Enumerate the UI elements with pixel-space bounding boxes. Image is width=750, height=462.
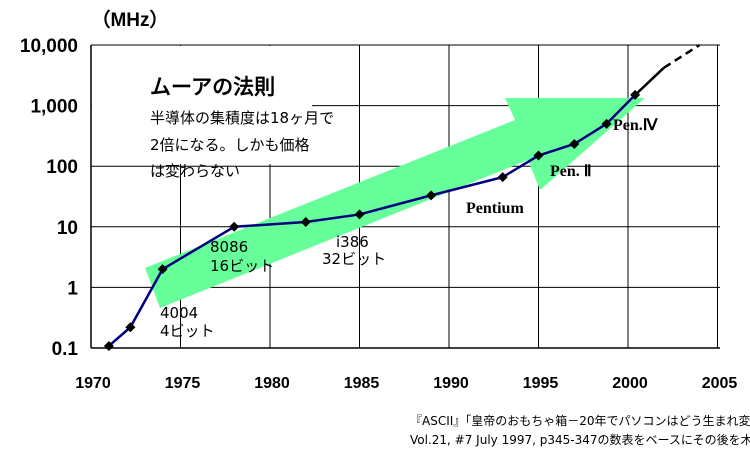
y-axis-unit: （MHz）: [91, 8, 168, 31]
data-point: [497, 172, 508, 183]
y-tick-label: 0.1: [52, 339, 79, 360]
source-line-1: 『ASCII』「皇帝のおもちゃ箱－20年でパソコンはどう生まれ変わったか？」: [410, 413, 750, 428]
trend-arrow: [145, 98, 645, 308]
annotation-8086-bits: 16ビット: [210, 257, 274, 275]
chart-title: ムーアの法則: [150, 75, 275, 99]
x-tick-label: 1980: [254, 375, 290, 392]
y-tick-label: 1: [67, 278, 78, 299]
annotation-pentium-ii: Pen. Ⅱ: [550, 163, 592, 180]
y-tick-label: 1,000: [30, 97, 78, 118]
data-point: [630, 89, 641, 100]
x-tick-label: 2000: [612, 375, 648, 392]
x-tick-label: 1990: [433, 375, 469, 392]
description-line-1: 半導体の集積度は18ヶ月で: [150, 109, 334, 127]
y-tick-label: 100: [46, 157, 78, 178]
annotation-pentium-iv: Pen.Ⅳ: [613, 117, 659, 134]
annotation-pentium: Pentium: [466, 200, 524, 217]
projection-solid: [634, 66, 665, 96]
annotation-i386: i386: [336, 233, 369, 251]
x-tick-label: 2005: [702, 375, 738, 392]
data-point: [569, 138, 580, 149]
y-tick-label: 10: [57, 218, 78, 239]
x-tick-label: 1975: [165, 375, 201, 392]
description-line-3: は変わらない: [150, 162, 240, 180]
y-tick-label: 10,000: [20, 36, 78, 57]
text-box-bg: [92, 46, 312, 164]
x-tick-label: 1970: [75, 375, 111, 392]
projection-dashed: [663, 43, 701, 69]
data-point: [533, 150, 544, 161]
annotation-4004-bits: 4ビット: [160, 322, 215, 340]
x-tick-label: 1985: [344, 375, 380, 392]
data-point: [354, 209, 365, 220]
source-line-2: Vol.21, #7 July 1997, p345-347の数表をベースにその…: [410, 432, 750, 447]
series-line: [108, 94, 637, 347]
data-point: [125, 322, 136, 333]
annotation-i386-bits: 32ビット: [322, 250, 386, 268]
description-line-2: 2倍になる。しかも価格: [150, 136, 310, 154]
data-point: [601, 118, 612, 129]
annotation-8086: 8086: [210, 238, 248, 256]
annotation-4004: 4004: [160, 304, 198, 322]
data-point: [300, 217, 311, 228]
data-point: [103, 340, 114, 351]
data-point: [229, 221, 240, 232]
data-point: [426, 190, 437, 201]
data-point: [157, 264, 168, 275]
x-tick-label: 1995: [523, 375, 559, 392]
